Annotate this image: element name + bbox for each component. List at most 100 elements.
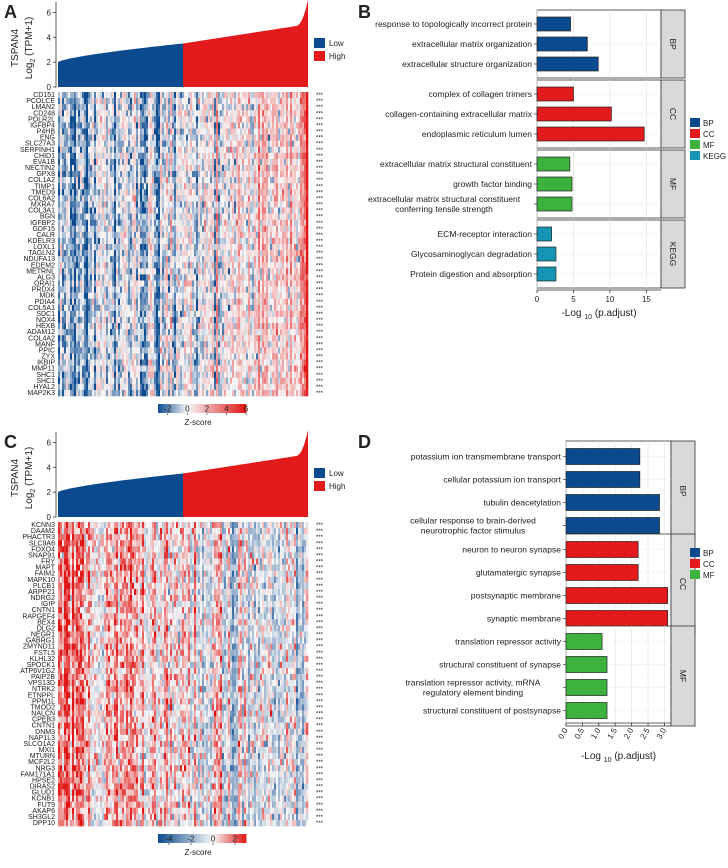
heatmap-cell xyxy=(138,329,141,336)
heatmap-cell xyxy=(202,298,205,306)
heatmap-cell xyxy=(88,140,91,148)
heatmap-cell xyxy=(80,353,83,360)
heatmap-cell xyxy=(242,92,245,99)
heatmap-cell xyxy=(146,310,149,318)
heatmap-cell xyxy=(140,110,143,117)
heatmap-cell xyxy=(84,256,87,263)
legend-swatch-high xyxy=(314,51,325,61)
heatmap-cell xyxy=(204,256,207,263)
heatmap-cell xyxy=(198,316,201,324)
heatmap-cell xyxy=(72,329,75,336)
heatmap-cell xyxy=(130,274,133,281)
heatmap-cell xyxy=(70,383,73,391)
heatmap-cell xyxy=(188,353,191,360)
heatmap-cell xyxy=(160,237,163,245)
heatmap-cell xyxy=(108,274,111,281)
heatmap-cell xyxy=(96,347,99,354)
heatmap-cell xyxy=(126,207,129,214)
heatmap-cell xyxy=(228,146,231,154)
heatmap-cell xyxy=(108,280,111,287)
heatmap-cell xyxy=(164,231,167,239)
heatmap-cell xyxy=(200,292,203,300)
heatmap-cell xyxy=(200,183,203,190)
heatmap-cell xyxy=(236,304,239,312)
heatmap-cell xyxy=(124,237,127,245)
heatmap-cell xyxy=(220,353,223,360)
heatmap-cell xyxy=(150,225,153,233)
heatmap-cell xyxy=(138,158,141,166)
heatmap-cell xyxy=(166,237,169,245)
heatmap-cell xyxy=(136,225,139,233)
heatmap-cell xyxy=(152,316,155,324)
heatmap-cell xyxy=(58,237,61,245)
heatmap-cell xyxy=(162,116,165,123)
heatmap-cell xyxy=(74,195,77,202)
heatmap-cell xyxy=(214,341,217,348)
heatmap-cell xyxy=(82,140,85,148)
heatmap-cell xyxy=(130,213,133,220)
heatmap-cell xyxy=(124,377,127,385)
heatmap-cell xyxy=(98,371,101,379)
heatmap-cell xyxy=(124,298,127,306)
heatmap-cell xyxy=(150,256,153,263)
heatmap-cell xyxy=(178,371,181,379)
heatmap-cell xyxy=(200,219,203,227)
heatmap-cell xyxy=(240,237,243,245)
heatmap-cell xyxy=(198,329,201,336)
heatmap-cell xyxy=(204,329,207,336)
heatmap-cell xyxy=(222,316,225,324)
heatmap-cell xyxy=(102,298,105,306)
heatmap-cell xyxy=(110,116,113,123)
heatmap-cell xyxy=(60,164,63,172)
heatmap-cell xyxy=(170,268,173,275)
heatmap-cell xyxy=(134,110,137,117)
heatmap-cell xyxy=(88,377,91,385)
heatmap-cell xyxy=(160,116,163,123)
heatmap-cell xyxy=(126,250,129,257)
heatmap-cell xyxy=(214,195,217,202)
panel-letter-c: C xyxy=(4,432,17,452)
heatmap-cell xyxy=(252,347,255,354)
heatmap-cell xyxy=(100,280,103,287)
heatmap-cell xyxy=(234,219,237,227)
heatmap-cell xyxy=(250,158,253,166)
heatmap-cell xyxy=(116,365,119,372)
heatmap-cell xyxy=(242,213,245,220)
heatmap-cell xyxy=(202,347,205,354)
heatmap-cell xyxy=(224,310,227,318)
heatmap-cell xyxy=(146,164,149,172)
heatmap-cell xyxy=(84,171,87,178)
heatmap-cell xyxy=(216,92,219,99)
heatmap-cell xyxy=(240,250,243,257)
heatmap-cell xyxy=(202,122,205,129)
heatmap-cell xyxy=(152,213,155,220)
heatmap-cell xyxy=(76,110,79,117)
heatmap-cell xyxy=(162,183,165,190)
heatmap-cell xyxy=(212,244,215,251)
heatmap-cell xyxy=(210,122,213,129)
heatmap-cell xyxy=(182,122,185,129)
heatmap-cell xyxy=(236,286,239,293)
heatmap-cell xyxy=(120,183,123,190)
heatmap-cell xyxy=(112,225,115,233)
heatmap-cell xyxy=(244,195,247,202)
heatmap-cell xyxy=(140,146,143,154)
heatmap-cell xyxy=(196,195,199,202)
heatmap-cell xyxy=(224,128,227,135)
heatmap-cell xyxy=(202,377,205,385)
heatmap-cell xyxy=(84,231,87,239)
heatmap-cell xyxy=(222,298,225,306)
heatmap-cell xyxy=(222,152,225,160)
panel-letter-d: D xyxy=(358,432,371,452)
heatmap-cell xyxy=(116,335,119,342)
heatmap-cell xyxy=(174,323,177,330)
heatmap-cell xyxy=(132,262,135,269)
heatmap-cell xyxy=(244,347,247,354)
heatmap-cell xyxy=(110,201,113,208)
heatmap-cell xyxy=(162,353,165,360)
heatmap-cell xyxy=(148,140,151,148)
heatmap-cell xyxy=(76,231,79,239)
heatmap-cell xyxy=(112,244,115,251)
heatmap-cell xyxy=(232,225,235,233)
heatmap-cell xyxy=(92,359,95,366)
